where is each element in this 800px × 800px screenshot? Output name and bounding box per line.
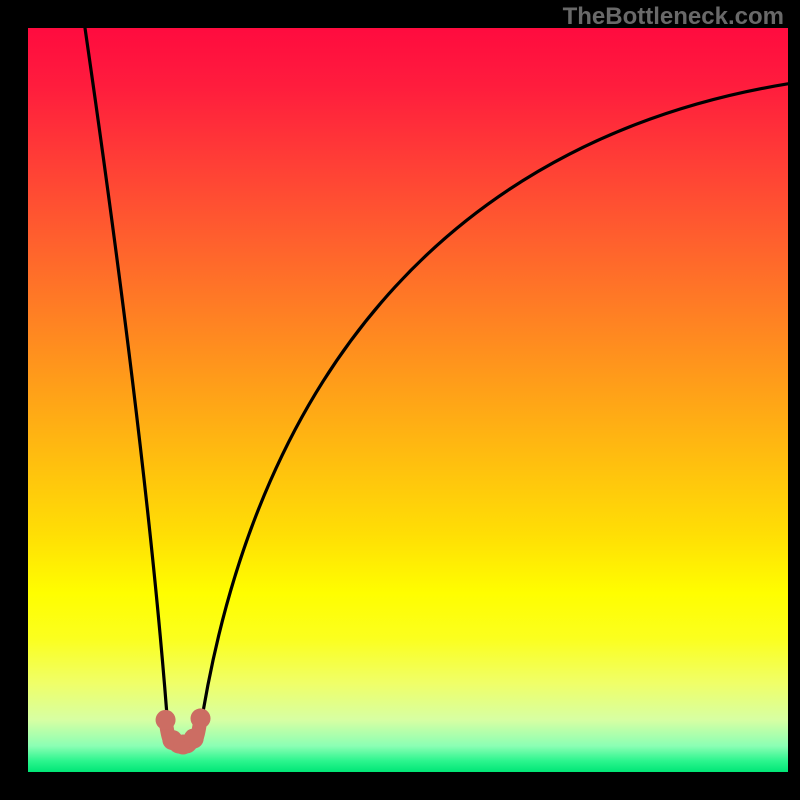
bottleneck-curve bbox=[85, 28, 788, 748]
dip-marker-dot bbox=[184, 729, 204, 749]
watermark-text: TheBottleneck.com bbox=[563, 3, 784, 31]
curve-layer bbox=[28, 28, 788, 772]
dip-marker-dot bbox=[156, 710, 176, 730]
dip-marker-dot bbox=[191, 708, 211, 728]
plot-area bbox=[28, 28, 788, 772]
